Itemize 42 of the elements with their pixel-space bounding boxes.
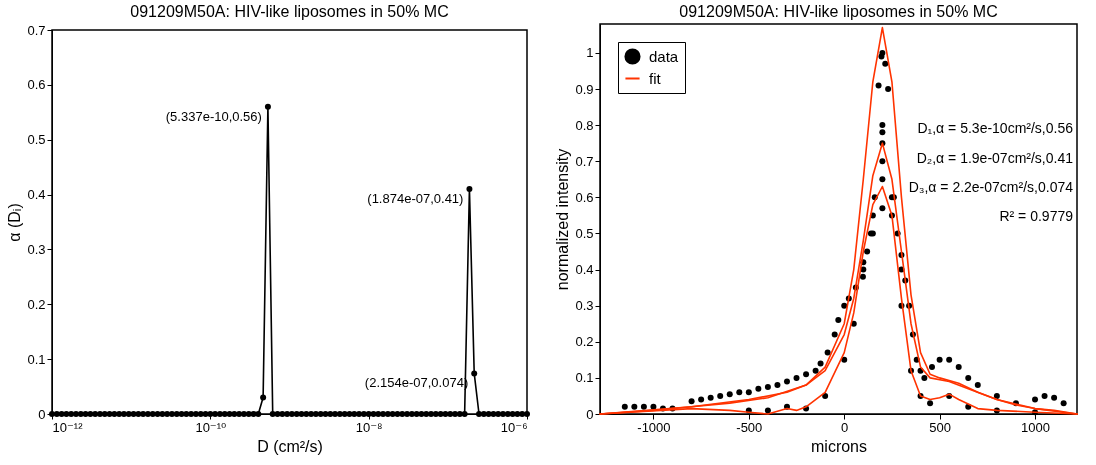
x-tick-label: 1000 xyxy=(1021,419,1050,435)
y-tick-label: 0.1 xyxy=(575,370,594,386)
legend-label: fit xyxy=(649,69,662,87)
y-tick-label: 0.5 xyxy=(27,132,46,148)
y-tick-label: 0 xyxy=(586,406,594,422)
annotation: (5.337e-10,0.56) xyxy=(165,108,262,124)
y-tick-label: 0.4 xyxy=(575,262,594,278)
x-tick-label: 10⁻⁸ xyxy=(355,419,383,435)
y-tick-label: 0.4 xyxy=(27,187,46,203)
x-tick-label: 10⁻⁶ xyxy=(500,419,528,435)
y-tick-label: 0.8 xyxy=(575,117,594,133)
y-tick-label: 0.2 xyxy=(27,296,46,312)
annotation: D₂,α = 1.9e-07cm²/s,0.41 xyxy=(916,149,1074,166)
y-axis-title: α (Dᵢ) xyxy=(6,203,24,242)
y-tick-label: 0.2 xyxy=(575,334,594,350)
y-tick-label: 0 xyxy=(38,406,46,422)
chart-title: 091209M50A: HIV-like liposomes in 50% MC xyxy=(679,3,998,20)
x-tick-label: 10⁻¹⁰ xyxy=(195,419,227,435)
y-tick-label: 0.1 xyxy=(27,351,46,367)
legend-label: data xyxy=(649,47,679,65)
y-axis-title: normalized intensity xyxy=(554,148,572,291)
x-tick-label: -500 xyxy=(736,419,763,435)
x-tick-label: 500 xyxy=(929,419,951,435)
annotation: (1.874e-07,0.41) xyxy=(367,191,464,207)
annotation: D₁,α = 5.3e-10cm²/s,0.56 xyxy=(917,120,1074,137)
y-tick-label: 1 xyxy=(586,45,594,61)
x-tick-label: 10⁻¹² xyxy=(52,419,84,435)
x-tick-label: 0 xyxy=(841,419,849,435)
x-tick-label: -1000 xyxy=(637,419,671,435)
y-tick-label: 0.6 xyxy=(27,77,46,93)
annotation: R² = 0.9779 xyxy=(999,208,1074,225)
y-tick-label: 0.7 xyxy=(27,22,46,38)
y-tick-label: 0.7 xyxy=(575,153,594,169)
y-tick-label: 0.5 xyxy=(575,225,594,241)
y-tick-label: 0.9 xyxy=(575,81,594,97)
annotation: D₃,α = 2.2e-07cm²/s,0.074 xyxy=(908,178,1074,195)
y-tick-label: 0.3 xyxy=(27,241,46,257)
chart-title: 091209M50A: HIV-like liposomes in 50% MC xyxy=(130,3,449,20)
y-tick-label: 0.6 xyxy=(575,189,594,205)
x-axis-title: microns xyxy=(810,437,868,455)
x-axis-title: D (cm²/s) xyxy=(257,437,323,455)
y-tick-label: 0.3 xyxy=(575,298,594,314)
